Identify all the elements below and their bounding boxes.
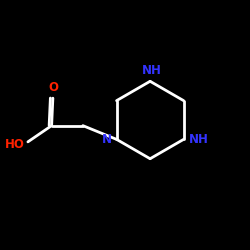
Text: N: N (102, 133, 112, 146)
Text: HO: HO (5, 138, 25, 151)
Text: NH: NH (142, 64, 161, 77)
Text: NH: NH (189, 133, 209, 146)
Text: O: O (48, 81, 58, 94)
